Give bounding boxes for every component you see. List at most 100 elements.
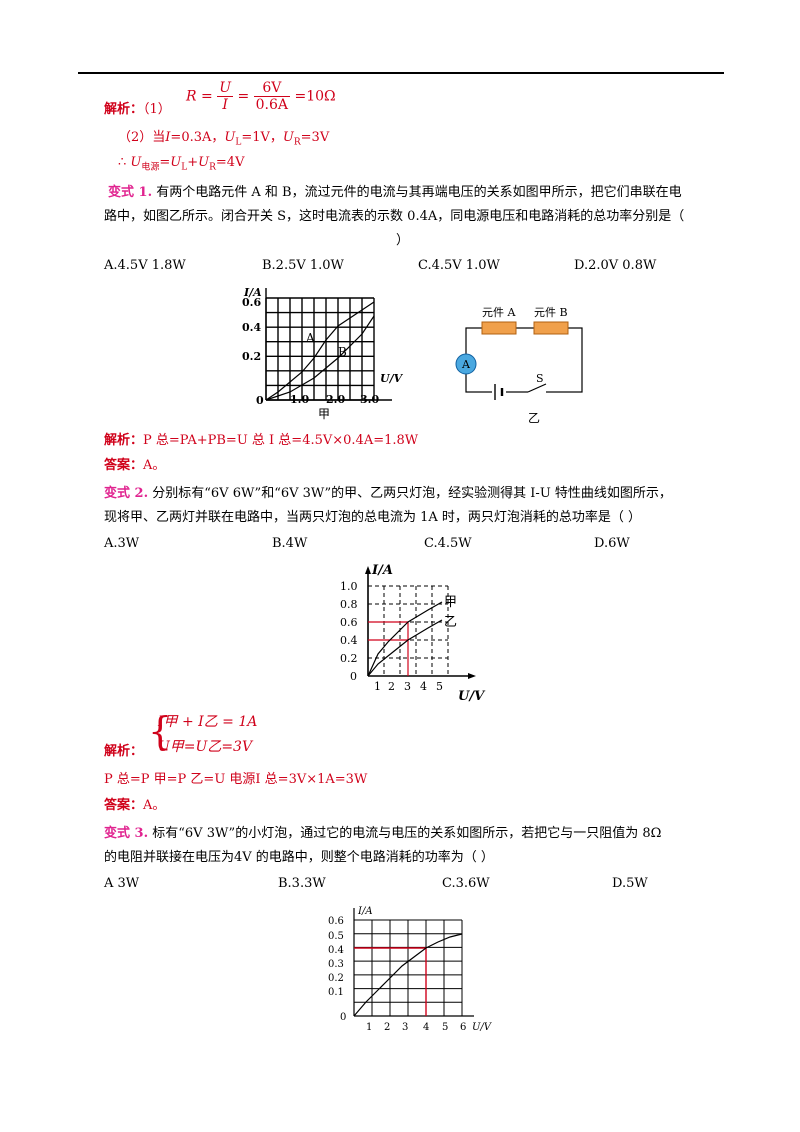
figure-2-y-label: I/A [371, 563, 393, 578]
solution-1-line-2: （2）当I=0.3A，UL=1V，UR=3V [118, 130, 330, 148]
figure-2-xtick: 2 [388, 680, 395, 693]
question-2: 变式 2. 分别标有“6V 6W”和“6V 3W”的甲、乙两只灯泡，经实验测得其… [104, 482, 724, 530]
switch-label: S [536, 372, 544, 385]
question-3-text-1: 标有“6V 3W”的小灯泡，通过它的电流与电压的关系如图所示，若把它与一只阻值为… [152, 826, 662, 841]
figure-3-xtick: 5 [442, 1022, 448, 1033]
q2-option-b[interactable]: B.4W [272, 536, 308, 551]
q2-answer: 答案：A。 [104, 798, 166, 813]
figure-3-y-label: I/A [357, 906, 373, 917]
question-3-tag: 变式 3. [104, 826, 149, 841]
element-b-label: 元件 B [534, 306, 568, 319]
q2-solution-label: 解析： [104, 744, 144, 759]
figure-3-xtick: 1 [366, 1022, 372, 1033]
q1-answer: 答案：A。 [104, 458, 166, 473]
figure-1-label-a: A [305, 331, 315, 345]
figure-3-grid [353, 919, 463, 1017]
circuit-diagram: 元件 A 元件 B A S 乙 [455, 306, 583, 425]
q2-option-a[interactable]: A.3W [104, 536, 140, 551]
q2-equation-1: I甲 + I乙 = 1A [158, 714, 258, 730]
figure-2-label-jia: 甲 [444, 595, 457, 610]
solution-1-line-3: ∴ U电源=UL+UR=4V [118, 155, 245, 173]
figure-2-ytick: 0 [350, 670, 357, 683]
ammeter-label: A [461, 358, 471, 371]
figure-2-xtick: 1 [374, 680, 381, 693]
question-1-tag: 变式 1. [108, 185, 153, 200]
figure-3-ytick: 0.6 [328, 916, 344, 927]
question-1-text-1: 有两个电路元件 A 和 B，流过元件的电流与其再端电压的关系如图甲所示，把它们串… [156, 185, 682, 200]
figure-2-ytick: 0.2 [340, 652, 358, 665]
question-2-text-1: 分别标有“6V 6W”和“6V 3W”的甲、乙两只灯泡，经实验测得其 I-U 特… [152, 486, 672, 501]
q1-option-a[interactable]: A.4.5V 1.8W [104, 258, 186, 273]
question-3: 变式 3. 标有“6V 3W”的小灯泡，通过它的电流与电压的关系如图所示，若把它… [104, 822, 724, 870]
figure-3-xtick: 3 [402, 1022, 408, 1033]
figure-1-curve-b [265, 315, 375, 401]
switch-icon [527, 383, 547, 393]
figure-2-ytick: 0.8 [340, 598, 358, 611]
formula-result: =10Ω [294, 88, 336, 105]
element-a-label: 元件 A [482, 306, 516, 319]
figure-1-xtick: 1.0 [290, 393, 309, 406]
equation-brace: { [148, 709, 173, 753]
q2-solution-text: P 总=P 甲=P 乙=U 电源I 总=3V×1A=3W [104, 772, 368, 787]
figure-3-ytick: 0.3 [328, 959, 344, 970]
formula-lhs: R = [186, 88, 213, 105]
q2-option-d[interactable]: D.6W [594, 536, 630, 551]
ammeter-icon [455, 353, 477, 375]
figure-2-x-label: U/V [458, 689, 486, 704]
figure-2-label-yi: 乙 [444, 615, 457, 630]
question-1-text-2: 路中，如图乙所示。闭合开关 S，这时电流表的示数 0.4A，同电源电压和电路消耗… [104, 209, 685, 224]
circuit-wire [465, 327, 583, 393]
figure-2-xtick: 5 [436, 680, 443, 693]
q1-option-b[interactable]: B.2.5V 1.0W [262, 258, 344, 273]
header-rule [78, 72, 724, 74]
figure-1-caption: 甲 [318, 407, 330, 421]
figure-3-ytick: 0.1 [328, 987, 344, 998]
figure-3-graph: I/A U/V 0.6 0.5 0.4 0.3 0.2 0.1 0 1 2 3 … [328, 906, 493, 1033]
figure-3-ytick: 0.5 [328, 931, 344, 942]
figure-1-xtick: 3.0 [360, 393, 379, 406]
figure-3-ytick: 0.4 [328, 945, 344, 956]
figure-2-curve-yi [367, 619, 443, 677]
figure-3-ytick: 0.2 [328, 973, 344, 984]
figure-2-ytick: 0.4 [340, 634, 358, 647]
q2-equation-2: U甲=U乙=3V [158, 739, 253, 755]
figure-1-graph: A B I/A U/V 0.6 0.4 0.2 0 1.0 2.0 3.0 甲 [242, 286, 404, 421]
q3-option-a[interactable]: A 3W [104, 876, 140, 891]
figure-1-ytick: 0 [256, 394, 264, 407]
q1-solution: 解析：P 总=PA+PB=U 总 I 总=4.5V×0.4A=1.8W [104, 433, 419, 448]
figure-3-ytick: 0 [340, 1012, 346, 1023]
figure-2-graph: 甲 乙 I/A U/V 1.0 0.8 0.6 0.4 0.2 0 1 2 3 … [340, 563, 486, 704]
figure-1-label-b: B [338, 345, 347, 359]
question-1-text-3: ） [396, 233, 410, 248]
figure-3-xtick: 4 [423, 1022, 429, 1033]
figure-1-x-label: U/V [380, 372, 404, 385]
question-2-tag: 变式 2. [104, 486, 149, 501]
q3-option-c[interactable]: C.3.6W [442, 876, 490, 891]
figure-2-ytick: 0.6 [340, 616, 358, 629]
solution-1-label: 解析：（1） [104, 102, 171, 117]
figure-2-curve-jia [367, 601, 443, 677]
q2-option-c[interactable]: C.4.5W [424, 536, 472, 551]
fraction-values: 6V 0.6A [253, 80, 291, 113]
question-1: 变式 1. 有两个电路元件 A 和 B，流过元件的电流与其再端电压的关系如图甲所… [104, 181, 724, 253]
element-a-resistor [481, 321, 517, 335]
figure-1-xtick: 2.0 [326, 393, 345, 406]
element-b-resistor [533, 321, 569, 335]
figure-3-curve [353, 933, 463, 1017]
q1-option-c[interactable]: C.4.5V 1.0W [418, 258, 500, 273]
figure-1-ytick: 0.2 [242, 350, 261, 363]
figure-3-x-label: U/V [472, 1022, 493, 1033]
figure-1-curve-a [265, 301, 375, 401]
figure-1-ytick: 0.4 [242, 321, 261, 334]
q3-option-d[interactable]: D.5W [612, 876, 648, 891]
figure-2-ytick: 1.0 [340, 580, 358, 593]
q3-option-b[interactable]: B.3.3W [278, 876, 326, 891]
question-3-text-2: 的电阻并联接在电压为4V 的电路中，则整个电路消耗的功率为（ ） [104, 850, 494, 865]
circuit-caption: 乙 [528, 411, 540, 425]
figure-3-xtick: 6 [460, 1022, 466, 1033]
figure-1-ytick: 0.6 [242, 296, 261, 309]
figure-2-xtick: 4 [420, 680, 427, 693]
q1-option-d[interactable]: D.2.0V 0.8W [574, 258, 657, 273]
